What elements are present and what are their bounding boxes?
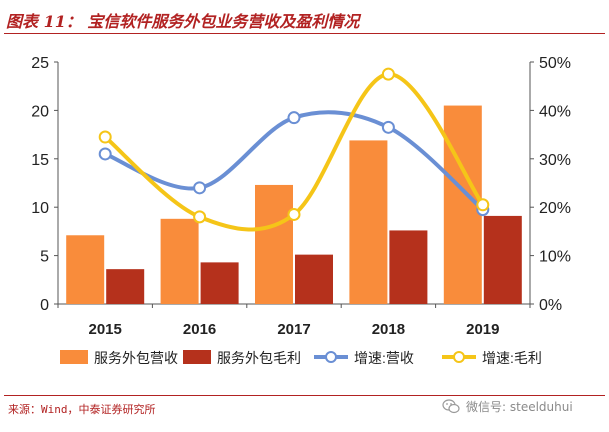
bar-margin [483,215,522,304]
legend-label-margin: 服务外包毛利 [217,350,301,366]
point-margin-growth [287,207,301,221]
x-tick-label: 2018 [372,321,405,338]
figure-title: 图表 11： 宝信软件服务外包业务营收及盈利情况 [6,12,360,31]
chart-lines [98,67,490,232]
legend-label-revenue-growth: 增速:营收 [354,350,414,366]
legend-marker-margin-growth [453,351,465,363]
point-revenue-growth [381,120,395,134]
point-margin-growth [381,67,395,81]
bar-margin [295,254,333,304]
bar-revenue [349,140,388,304]
x-tick-label: 2016 [183,321,216,338]
y-tick-label-right: 30% [539,152,571,169]
legend-label-revenue: 服务外包营收 [94,350,178,366]
point-revenue-growth [98,147,112,161]
x-tick-label: 2017 [277,321,310,338]
chart-axes: 0 5 10 15 20 25 0% 10% 20% 30% 40% 50% 2015 2016 2017 2… [31,55,571,338]
y-tick-label-left: 5 [40,249,49,266]
wechat-icon [442,399,460,414]
point-revenue-growth [193,181,207,195]
point-margin-growth [98,130,112,144]
y-tick-label-left: 25 [31,55,49,72]
bar-revenue [66,235,105,304]
title-divider [4,33,605,34]
watermark-text: 微信号: steelduhui [466,400,573,414]
legend-marker-revenue-growth [325,351,337,363]
y-tick-label-right: 50% [539,55,571,72]
line-margin-growth [103,72,485,232]
bar-revenue [255,184,293,304]
bar-revenue [160,218,199,304]
chart-bars [66,105,522,304]
x-tick-label: 2015 [89,321,122,338]
y-tick-label-left: 10 [31,200,49,217]
legend-label-margin-growth: 增速:毛利 [482,350,542,366]
legend-swatch-margin [183,350,211,364]
y-tick-label-right: 20% [539,200,571,217]
y-tick-label-left: 15 [31,152,49,169]
source-note: 来源：Wind，中泰证券研究所 [8,403,156,416]
combo-chart: 0 5 10 15 20 25 0% 10% 20% 30% 40% 50% 2015 2016 2017 2… [31,55,571,366]
point-margin-growth [193,210,207,224]
legend-swatch-revenue [60,350,88,364]
source-divider [4,395,605,396]
x-tick-label: 2019 [466,321,499,338]
y-tick-label-right: 40% [539,103,571,120]
bar-margin [106,269,145,304]
chart-legend: 服务外包营收 服务外包毛利 增速:营收 增速:毛利 [60,350,542,366]
bar-margin [389,230,428,304]
point-revenue-growth [287,111,301,125]
y-tick-label-left: 0 [40,297,49,314]
y-tick-label-right: 0% [539,297,562,314]
point-margin-growth [476,198,490,212]
line-revenue-growth [103,110,485,212]
y-tick-label-left: 20 [31,103,49,120]
bar-margin [200,262,239,304]
y-tick-label-right: 10% [539,249,571,266]
